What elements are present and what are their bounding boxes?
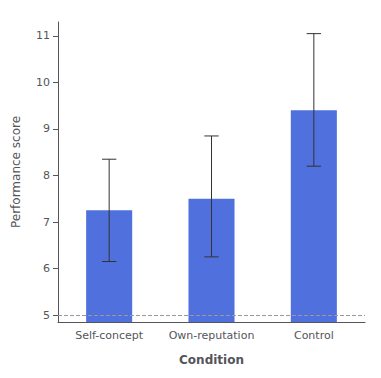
svg-text:7: 7	[43, 216, 50, 229]
svg-text:5: 5	[43, 309, 50, 322]
svg-text:11: 11	[36, 29, 50, 42]
svg-text:6: 6	[43, 262, 50, 275]
svg-text:Self-concept: Self-concept	[75, 329, 144, 342]
svg-text:Control: Control	[294, 329, 334, 342]
svg-text:10: 10	[36, 76, 50, 89]
svg-text:Own-reputation: Own-reputation	[169, 329, 255, 342]
svg-text:8: 8	[43, 169, 50, 182]
svg-text:Performance score: Performance score	[9, 116, 23, 228]
svg-text:9: 9	[43, 122, 50, 135]
svg-text:Condition: Condition	[179, 353, 244, 367]
